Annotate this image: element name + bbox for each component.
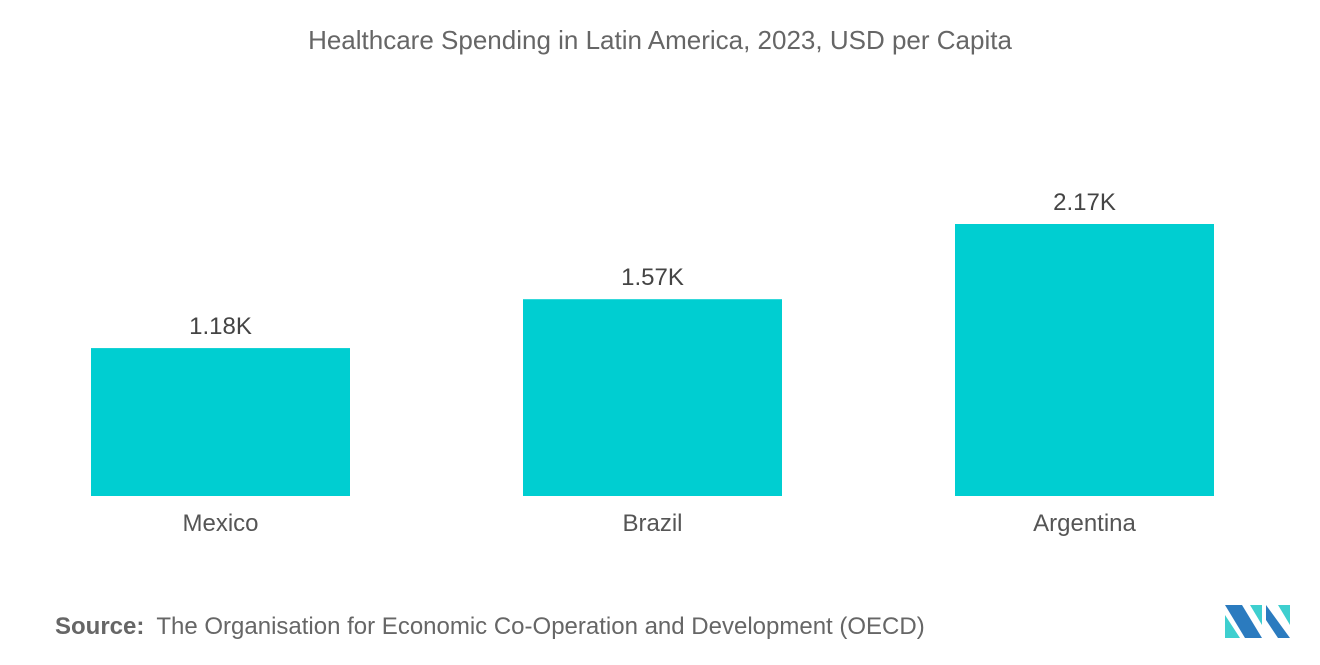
data-label: 1.18K — [189, 313, 252, 340]
data-label: 1.57K — [621, 264, 684, 291]
data-label: 2.17K — [1053, 189, 1116, 216]
x-tick-label: Brazil — [622, 510, 682, 537]
chart-title: Healthcare Spending in Latin America, 20… — [308, 25, 1012, 55]
bar-brazil — [523, 299, 782, 496]
bar-argentina — [955, 224, 1214, 496]
source-note: Source: The Organisation for Economic Co-… — [55, 613, 925, 641]
x-tick-label: Mexico — [182, 510, 258, 537]
source-label: Source: — [55, 613, 145, 640]
bar-mexico — [91, 348, 350, 496]
source-text: The Organisation for Economic Co-Operati… — [156, 613, 925, 640]
x-tick-label: Argentina — [1033, 510, 1136, 537]
